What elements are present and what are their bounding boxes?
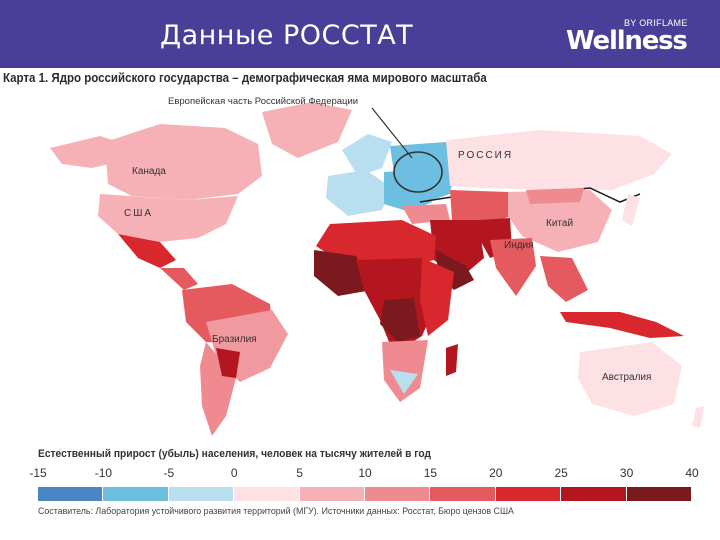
callout-ellipse [393,151,443,193]
source-line: Составитель: Лаборатория устойчивого раз… [38,506,514,517]
brand-logo: BY ORIFLAME Wellness [566,16,696,56]
southeast-asia-region [540,256,588,302]
turkey-region [402,204,450,224]
greenland-region [262,102,352,158]
asia [430,188,684,338]
legend-color-bar [38,487,693,501]
label-russia: РОССИЯ [458,150,513,161]
scandinavia-region [342,134,392,176]
legend-color-segment [430,487,496,501]
legend-color-segment [561,487,627,501]
central-america-region [160,268,198,290]
legend-tick-label: 5 [296,466,303,480]
bolivia-paraguay-region [216,348,240,378]
south-africa-region [390,370,418,394]
legend-tick-label: 30 [619,466,634,480]
brand-by-text: BY ORIFLAME [624,18,688,28]
legend-title: Естественный прирост (убыль) населения, … [38,448,432,460]
legend-color-segment [103,487,169,501]
india-region [490,238,536,296]
legend-tick-label: 20 [489,466,503,480]
label-china: Китай [546,218,573,229]
map-caption: Карта 1. Ядро российского государства – … [0,70,560,88]
central-asia-region [450,190,512,226]
slide-header: Данные РОССТАТ BY ORIFLAME Wellness [0,0,720,68]
mexico-region [118,234,176,268]
legend-color-segment [365,487,431,501]
legend-tick-label: 40 [685,466,699,480]
china-region [508,190,612,252]
congo-region [380,298,420,342]
legend-ticks: -15 -10 -5 0 5 10 15 20 25 30 40 [0,466,720,482]
legend-tick-label: 15 [423,466,438,480]
european-russia-callout: Европейская часть Российской Федерации [168,96,443,193]
south-america [182,284,288,436]
legend-tick-label: -10 [94,466,113,480]
indonesia-region [560,312,684,338]
legend-tick-label: 10 [358,466,372,480]
world-map: Европейская часть Российской Федерации Р… [0,90,720,440]
africa [314,220,458,402]
usa-region [98,194,238,242]
southern-africa-region [382,340,428,402]
label-brazil: Бразилия [212,334,257,345]
japan-region [622,194,640,226]
australia-region [578,342,682,416]
legend-color-segment [495,487,562,501]
label-australia: Австралия [602,372,651,383]
legend-color-segment [299,487,366,501]
madagascar-region [446,344,458,376]
label-canada: Канада [132,166,166,177]
russia-siberia [446,130,672,190]
slide-title: Данные РОССТАТ [160,20,414,51]
legend-color-segment [38,487,104,501]
south-america-south [200,342,236,436]
legend-color-segment [234,487,300,501]
russia-european [390,142,456,204]
legend-tick-label: 0 [230,466,238,480]
legend-tick-label: 25 [554,466,568,480]
world-map-svg: Европейская часть Российской Федерации Р… [50,96,704,436]
legend-tick-label: -15 [29,466,47,480]
east-africa-region [420,258,454,336]
label-usa: США [124,208,153,219]
russia [390,130,672,204]
canada-region [105,124,262,200]
label-india: Индия [504,240,534,251]
callout-label: Европейская часть Российской Федерации [168,96,358,107]
australia [578,342,704,428]
mongolia-region [526,188,584,204]
north-america [50,102,352,290]
western-europe-region [326,170,392,216]
legend-color-segment [168,487,235,501]
legend-tick-label: -5 [163,466,175,480]
brand-name: Wellness [566,26,688,56]
legend-color-segment [626,487,693,501]
new-zealand-region [692,406,704,428]
map-caption-text: Карта 1. Ядро российского государства – … [3,71,487,85]
callout-line [371,107,413,159]
